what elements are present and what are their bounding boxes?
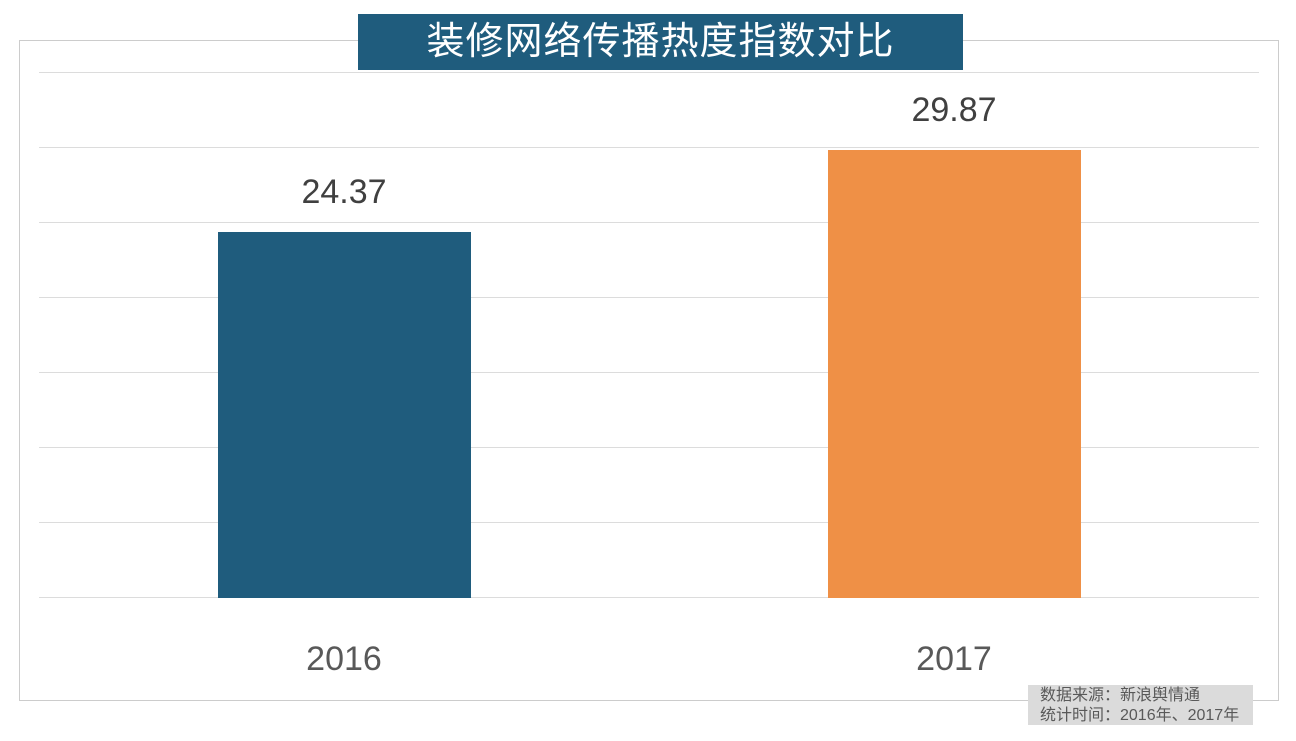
- bar-2017: [827, 149, 1081, 598]
- gridline: [39, 522, 1259, 523]
- gridline: [39, 372, 1259, 373]
- gridline: [39, 222, 1259, 223]
- source-note: 数据来源：新浪舆情通 统计时间：2016年、2017年: [1028, 685, 1253, 725]
- bar-2016: [217, 232, 471, 598]
- x-axis-label-2016: 2016: [306, 640, 382, 678]
- gridline: [39, 147, 1259, 148]
- data-source-line: 数据来源：新浪舆情通: [1040, 687, 1201, 704]
- gridline: [39, 72, 1259, 73]
- bar-value-label-2017: 29.87: [911, 90, 997, 129]
- gridline: [39, 297, 1259, 298]
- bar-value-label-2016: 24.37: [301, 173, 387, 212]
- stat-period-line: 统计时间：2016年、2017年: [1040, 707, 1240, 724]
- plot-area: 24.37 2016 29.87 2017: [39, 72, 1259, 678]
- x-axis-label-2017: 2017: [916, 640, 992, 678]
- gridline: [39, 597, 1259, 598]
- chart-title: 装修网络传播热度指数对比: [358, 14, 963, 70]
- gridline: [39, 447, 1259, 448]
